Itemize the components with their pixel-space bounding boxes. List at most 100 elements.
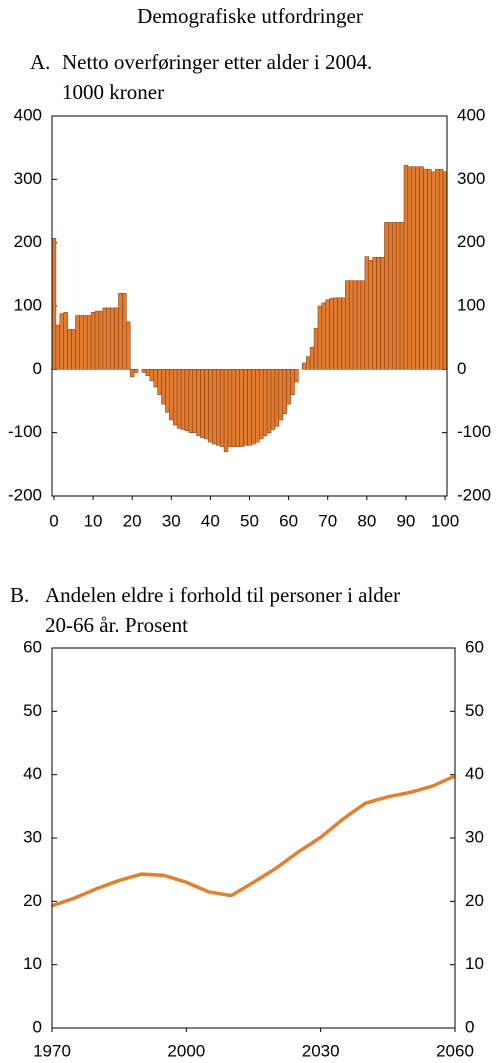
y-tick-label: 20 — [23, 891, 42, 910]
bar — [110, 307, 115, 370]
bar — [114, 307, 119, 370]
bar — [274, 369, 280, 427]
x-tick-label: 70 — [318, 511, 337, 530]
bar — [259, 369, 264, 440]
x-tick-label: 30 — [162, 511, 181, 530]
bar — [71, 329, 76, 370]
bar — [216, 369, 221, 446]
y-tick-label: -100 — [8, 422, 42, 441]
y2-tick-label: 0 — [465, 1017, 474, 1036]
bar — [157, 369, 162, 395]
y2-tick-label: 400 — [457, 105, 485, 124]
bar — [153, 369, 158, 388]
bar — [231, 369, 237, 447]
bar — [149, 369, 154, 381]
y2-tick-label: 200 — [457, 232, 485, 251]
bar — [161, 369, 166, 405]
bar — [165, 369, 170, 413]
bar — [399, 222, 405, 370]
bar — [98, 310, 104, 370]
bar — [141, 369, 147, 373]
y2-tick-label: -100 — [457, 422, 491, 441]
bar — [243, 369, 248, 446]
x-tick-label: 2030 — [302, 1041, 340, 1060]
bar — [407, 166, 413, 370]
bar — [212, 369, 217, 445]
y-tick-label: 0 — [33, 1017, 42, 1036]
bar — [337, 297, 342, 370]
y-tick-label: 40 — [23, 764, 42, 783]
chart-title: 1000 kroner — [62, 80, 164, 104]
bar — [106, 307, 111, 370]
bar — [345, 280, 350, 370]
bar — [176, 369, 182, 429]
line — [51, 774, 456, 908]
bar — [348, 280, 354, 370]
bar — [321, 302, 327, 370]
bar — [51, 237, 57, 370]
bar — [133, 369, 139, 373]
panel-label: B. — [10, 583, 29, 607]
bar — [325, 299, 330, 370]
y-tick-label: 60 — [23, 637, 42, 656]
bar — [391, 222, 397, 370]
y2-tick-label: 30 — [465, 827, 484, 846]
bar — [329, 298, 334, 370]
bar — [59, 313, 64, 370]
bar — [360, 280, 366, 370]
y2-tick-label: 20 — [465, 891, 484, 910]
bar — [180, 369, 186, 430]
bar — [442, 171, 448, 370]
x-tick-label: 50 — [240, 511, 259, 530]
bar — [83, 315, 88, 370]
bar — [384, 222, 389, 370]
x-tick-label: 100 — [431, 511, 459, 530]
bar — [388, 222, 393, 370]
bar — [145, 369, 151, 376]
bar — [266, 369, 272, 433]
chart-title: Andelen eldre i forhold til personer i a… — [45, 583, 400, 607]
y2-tick-label: 300 — [457, 169, 485, 188]
bar — [423, 168, 428, 370]
bar — [262, 369, 268, 437]
bar — [122, 293, 127, 370]
bar — [364, 256, 370, 370]
bar — [294, 369, 299, 383]
y2-tick-label: 0 — [457, 359, 466, 378]
x-tick-label: 1970 — [33, 1041, 71, 1060]
bar — [427, 168, 432, 370]
y-tick-label: -200 — [8, 485, 42, 504]
bar — [438, 168, 444, 370]
y-tick-label: 100 — [14, 295, 42, 314]
x-tick-label: 60 — [279, 511, 298, 530]
bar — [75, 315, 80, 370]
bar — [333, 297, 338, 370]
bar — [227, 369, 233, 447]
y2-tick-label: -200 — [457, 485, 491, 504]
bar — [419, 166, 424, 370]
bar — [372, 256, 377, 370]
bar — [305, 356, 311, 370]
y-tick-label: 50 — [23, 701, 42, 720]
bar — [380, 256, 385, 370]
x-tick-label: 20 — [123, 511, 142, 530]
bar — [55, 324, 61, 370]
bar — [435, 168, 440, 370]
panel-label: A. — [30, 50, 50, 74]
x-tick-label: 2000 — [167, 1041, 205, 1060]
y2-tick-label: 60 — [465, 637, 484, 656]
bar — [79, 315, 84, 370]
plot-frame — [51, 115, 448, 497]
x-tick-label: 10 — [84, 511, 103, 530]
bar — [431, 171, 436, 370]
bar — [188, 369, 194, 433]
chart-title: Netto overføringer etter alder i 2004. — [62, 50, 372, 74]
x-tick-label: 40 — [201, 511, 220, 530]
bar — [196, 369, 201, 437]
bar — [302, 362, 307, 370]
bar — [192, 369, 197, 433]
bar — [169, 369, 174, 421]
bar — [63, 312, 68, 370]
bar — [290, 369, 295, 395]
